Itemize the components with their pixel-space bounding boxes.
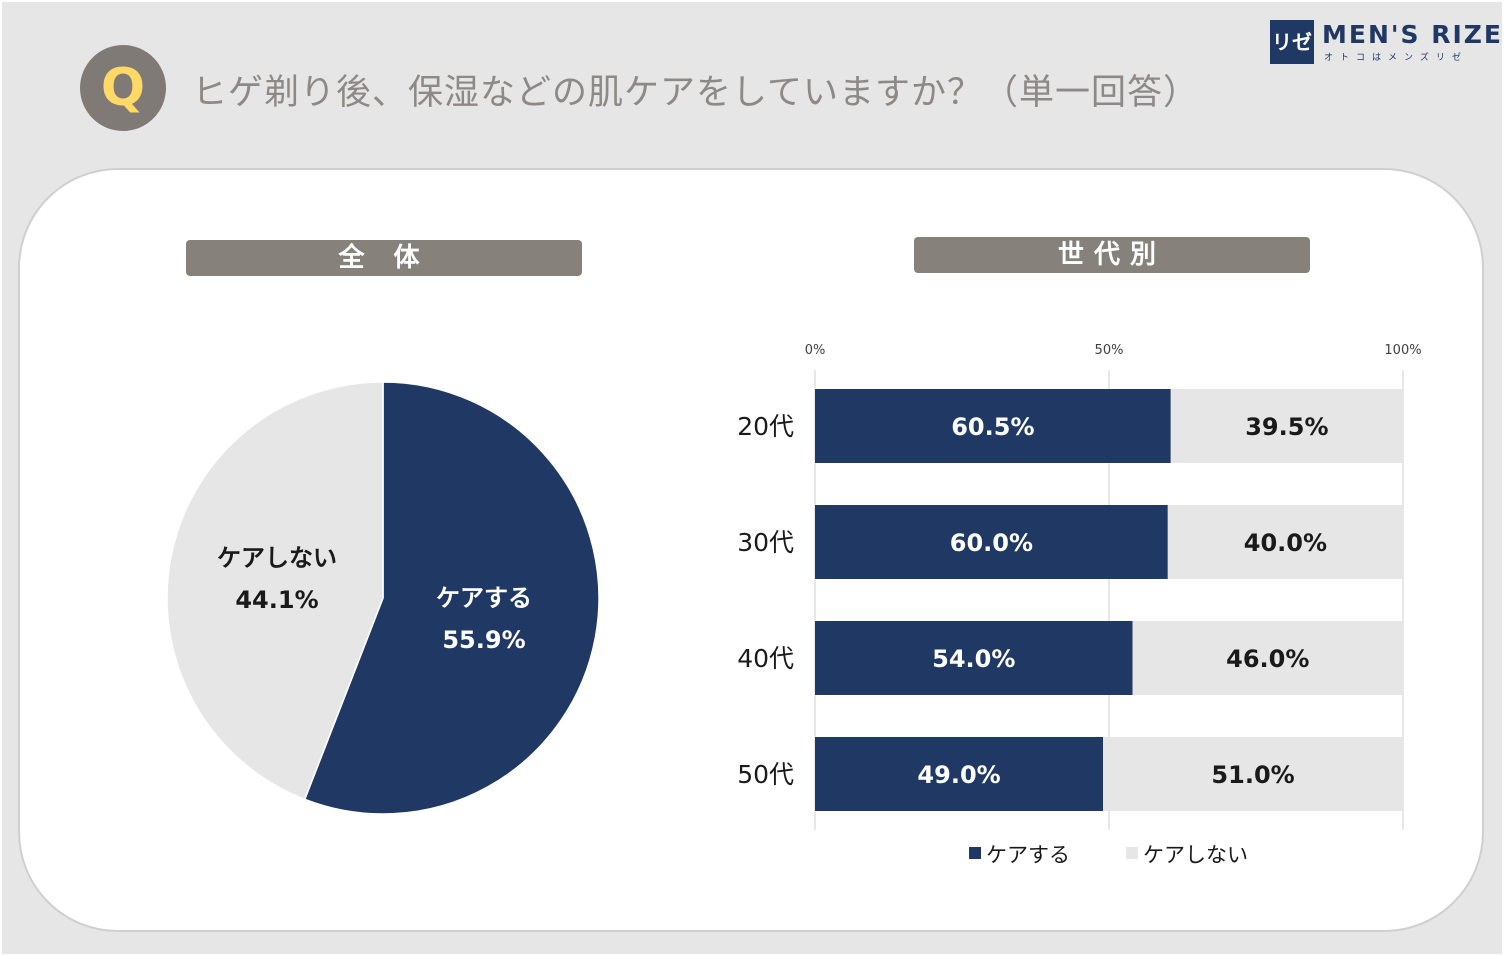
question-title: ヒゲ剃り後、保湿などの肌ケアをしていますか？（単一回答） bbox=[192, 73, 1199, 113]
bar-value-label: 46.0% bbox=[1226, 645, 1309, 673]
bar-segment-no-care bbox=[1132, 621, 1403, 695]
pie-slice-no-care bbox=[166, 381, 384, 801]
logo-text: MEN'S RIZE bbox=[1322, 20, 1503, 49]
bar-segment-no-care bbox=[1170, 389, 1403, 463]
chart-legend: ケアする ケアしない bbox=[969, 843, 1248, 867]
logo-mark: リゼ bbox=[1270, 20, 1314, 64]
y-category-label: 40代 bbox=[737, 644, 794, 673]
legend-swatch bbox=[1126, 847, 1138, 859]
pie-value-label: 55.9% bbox=[442, 626, 525, 654]
bar-value-label: 40.0% bbox=[1244, 529, 1327, 557]
section-title-age: 世代別 bbox=[914, 237, 1310, 273]
y-category-label: 50代 bbox=[737, 760, 794, 789]
x-tick-label: 50% bbox=[1095, 343, 1124, 358]
y-category-label: 20代 bbox=[737, 412, 794, 441]
stacked-bar-chart: 0% 50% 100% 20代 60.5% 39.5% 30代 60.0% 40.0% 40代 54… bbox=[737, 343, 1422, 830]
bar-segment-no-care bbox=[1167, 505, 1403, 579]
bar-value-label: 60.5% bbox=[951, 413, 1034, 441]
bar-value-label: 54.0% bbox=[932, 645, 1015, 673]
bar-segment-care bbox=[815, 505, 1168, 579]
legend-label: ケアする bbox=[986, 843, 1070, 867]
bar-value-label: 51.0% bbox=[1211, 761, 1294, 789]
brand-logo: リゼ MEN'S RIZE オトコはメンズリゼ bbox=[1270, 20, 1501, 66]
pie-slice-care bbox=[303, 381, 600, 815]
bar-segment-no-care bbox=[1103, 737, 1403, 811]
bar-value-label: 39.5% bbox=[1245, 413, 1328, 441]
pie-category-label: ケアしない bbox=[217, 544, 337, 572]
legend-swatch bbox=[969, 847, 981, 859]
bar-segment-care bbox=[815, 737, 1104, 811]
bar-value-label: 49.0% bbox=[917, 761, 1000, 789]
pie-chart: ケアする 55.9% ケアしない 44.1% bbox=[166, 381, 600, 815]
pie-value-label: 44.1% bbox=[235, 586, 318, 614]
x-tick-label: 0% bbox=[805, 343, 826, 358]
logo-subtitle: オトコはメンズリゼ bbox=[1324, 53, 1468, 63]
question-badge: Q bbox=[80, 45, 166, 131]
y-category-label: 30代 bbox=[737, 528, 794, 557]
x-tick-label: 100% bbox=[1384, 343, 1421, 358]
bar-value-label: 60.0% bbox=[950, 529, 1033, 557]
section-title-total: 全 体 bbox=[186, 240, 582, 276]
bar-segment-care bbox=[815, 621, 1133, 695]
bar-segment-care bbox=[815, 389, 1171, 463]
pie-category-label: ケアする bbox=[436, 584, 532, 612]
legend-label: ケアしない bbox=[1143, 843, 1248, 867]
